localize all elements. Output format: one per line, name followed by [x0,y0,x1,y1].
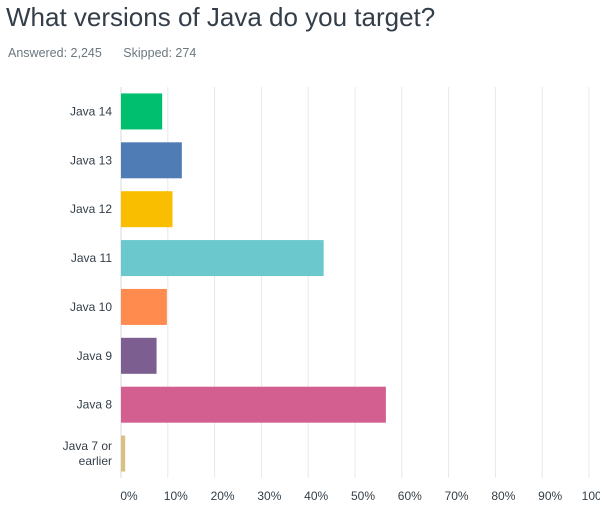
category-labels: Java 14 Java 13 Java 12 Java 11 Java 10 Java … [63,104,113,468]
x-tick-label: 90% [538,489,562,503]
skipped-count: Skipped: 274 [123,46,197,60]
bar [121,240,324,277]
bar [121,191,173,228]
category-label: Java 14 [70,104,112,118]
bar [121,337,157,374]
category-label: Java 7 or earlier [63,439,112,468]
category-label: Java 11 [71,251,112,265]
x-tick-label: 30% [257,489,281,503]
category-label: Java 12 [70,202,112,216]
x-tick-label: 80% [491,489,515,503]
question-title: What versions of Java do you target? [6,2,436,32]
bar [121,288,167,325]
x-tick-label: 10% [164,489,188,503]
bar [121,93,163,130]
x-tick-label: 60% [398,489,422,503]
category-label: Java 13 [70,153,112,167]
bar [121,142,182,179]
x-tick-label: 70% [445,489,469,503]
x-tick-label: 100% [582,489,600,503]
bar [121,435,126,472]
category-label: Java 10 [70,300,112,314]
bars [121,93,386,472]
x-tick-label: 40% [304,489,328,503]
bar [121,386,386,423]
x-tick-labels: 0% 10% 20% 30% 40% 50% 60% 70% 80% 90% 100% [120,489,600,503]
x-tick-label: 0% [120,489,138,503]
response-stats: Answered: 2,245 Skipped: 274 [8,46,214,60]
category-label: Java 9 [77,349,113,363]
answered-count: Answered: 2,245 [8,46,102,60]
category-label: Java 8 [77,398,113,412]
x-tick-label: 50% [351,489,375,503]
x-tick-label: 20% [211,489,235,503]
